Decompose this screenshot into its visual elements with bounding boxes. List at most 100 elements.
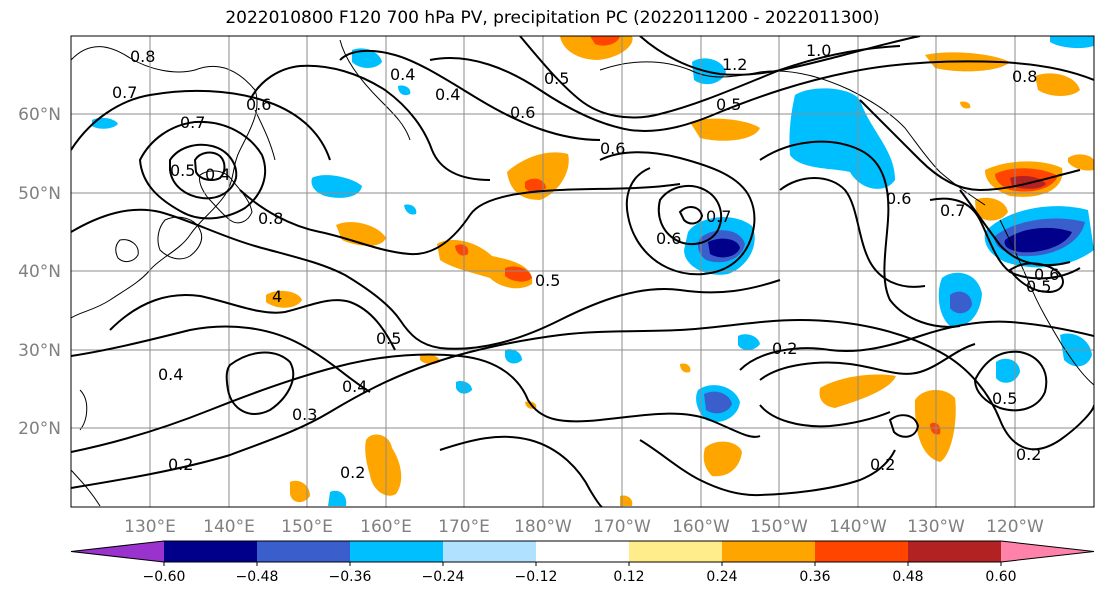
pv-contour xyxy=(929,197,1081,280)
colorbar-tick-label: 0.24 xyxy=(706,569,737,585)
colorbar-swatch xyxy=(71,541,164,562)
precip-blob xyxy=(328,490,347,506)
colorbar-swatch xyxy=(164,541,258,562)
precip-blob xyxy=(266,290,302,308)
contour-label: 0.8 xyxy=(1012,67,1037,86)
pv-contour xyxy=(678,206,704,225)
coastline xyxy=(339,39,411,141)
colorbar-swatch xyxy=(629,541,723,562)
lon-label: 140°W xyxy=(829,517,887,537)
contour-label: 0.2 xyxy=(168,455,193,474)
lon-label: 180°W xyxy=(514,517,572,537)
colorbar-swatch xyxy=(536,541,630,562)
colorbar-tick-label: 0.36 xyxy=(799,569,830,585)
contour-label: 0.8 xyxy=(130,47,155,66)
contour-label: 0.7 xyxy=(706,207,731,226)
lon-label: 170°W xyxy=(593,517,651,537)
contour-label: 0.6 xyxy=(1034,265,1059,284)
precip-blob xyxy=(507,152,569,200)
precip-blob xyxy=(620,495,633,506)
pv-contour xyxy=(225,351,295,415)
contour-label: 0.3 xyxy=(292,405,317,424)
precip-blob xyxy=(930,422,941,435)
pv-contour xyxy=(71,318,1094,489)
coastline xyxy=(254,109,276,161)
contour-label: 0.4 xyxy=(158,365,183,384)
contour-label: 0.2 xyxy=(340,463,365,482)
lat-label: 20°N xyxy=(18,419,61,439)
contour-label: 0.6 xyxy=(510,103,535,122)
lat-label: 30°N xyxy=(18,341,61,361)
colorbar-tick-label: −0.36 xyxy=(329,569,372,585)
pv-contour xyxy=(169,143,238,200)
precip-blob xyxy=(960,101,971,109)
pv-contour xyxy=(71,325,371,393)
coastline xyxy=(115,239,139,263)
precip-blob xyxy=(1035,73,1080,96)
precip-blob xyxy=(789,88,895,189)
contour-label: 0.4 xyxy=(342,377,367,396)
contour-label: 0.4 xyxy=(205,165,230,184)
precip-blob xyxy=(404,204,417,215)
contour-label: 0.2 xyxy=(870,455,895,474)
precip-blob xyxy=(336,222,386,246)
colorbar-swatch xyxy=(257,541,351,562)
lon-label: 160°E xyxy=(360,517,412,537)
pv-contour xyxy=(657,184,723,246)
pv-contours xyxy=(71,36,1094,507)
lon-label: 150°W xyxy=(750,517,808,537)
longitude-labels: 130°E 140°E 150°E 160°E 170°E 180°W 170°… xyxy=(124,517,1044,537)
coastline xyxy=(79,389,88,431)
pv-contour xyxy=(71,353,761,453)
contour-label: 0.5 xyxy=(170,161,195,180)
coastline xyxy=(599,61,986,206)
coastline xyxy=(999,219,1094,386)
contour-label: 0.7 xyxy=(940,201,965,220)
contour-label: 0.4 xyxy=(435,85,460,104)
lon-label: 130°W xyxy=(907,517,965,537)
lon-label: 130°E xyxy=(124,517,176,537)
precip-blob xyxy=(704,391,732,414)
colorbar-swatch xyxy=(815,541,909,562)
pv-contour xyxy=(239,183,681,256)
pv-contour xyxy=(429,57,1094,132)
pv-contour xyxy=(71,208,781,350)
pv-contour xyxy=(759,140,961,328)
colorbar-swatch xyxy=(1001,541,1094,562)
colorbar-swatch xyxy=(443,541,537,562)
coastline xyxy=(157,216,203,260)
pv-contour xyxy=(519,36,901,119)
colorbar-swatch xyxy=(350,541,444,562)
precip-blob xyxy=(1050,36,1094,49)
pv-contour xyxy=(339,49,601,141)
lat-label: 40°N xyxy=(18,262,61,282)
precip-blob xyxy=(690,118,760,141)
colorbar-tick-label: 0.48 xyxy=(892,569,923,585)
pv-contour xyxy=(1008,262,1064,294)
contour-label: 0.5 xyxy=(544,69,569,88)
precip-blob xyxy=(950,291,972,314)
contour-label: 0.2 xyxy=(1016,445,1041,464)
contour-label: 0.6 xyxy=(886,189,911,208)
precip-blob xyxy=(1068,154,1094,171)
precip-blob xyxy=(290,480,310,503)
precip-blob xyxy=(703,441,742,477)
contour-label: 0.5 xyxy=(1026,277,1051,296)
precip-blob xyxy=(505,266,532,282)
pv-contour xyxy=(759,404,891,428)
pv-contour xyxy=(109,294,396,351)
colorbar-swatch xyxy=(908,541,1002,562)
pv-contour xyxy=(639,439,896,497)
pv-contour xyxy=(439,435,603,507)
colorbar-tick-label: −0.24 xyxy=(422,569,465,585)
contour-label: 1.0 xyxy=(806,41,831,60)
lon-label: 150°E xyxy=(281,517,333,537)
colorbar-tick-label: 0.12 xyxy=(613,569,644,585)
pv-contour xyxy=(249,64,491,181)
colorbar-tick-label: −0.48 xyxy=(236,569,279,585)
pv-contour xyxy=(639,36,921,76)
map-title: 2022010800 F120 700 hPa PV, precipitatio… xyxy=(225,8,880,28)
colorbar-swatch xyxy=(722,541,816,562)
contour-label: 0.5 xyxy=(716,95,741,114)
